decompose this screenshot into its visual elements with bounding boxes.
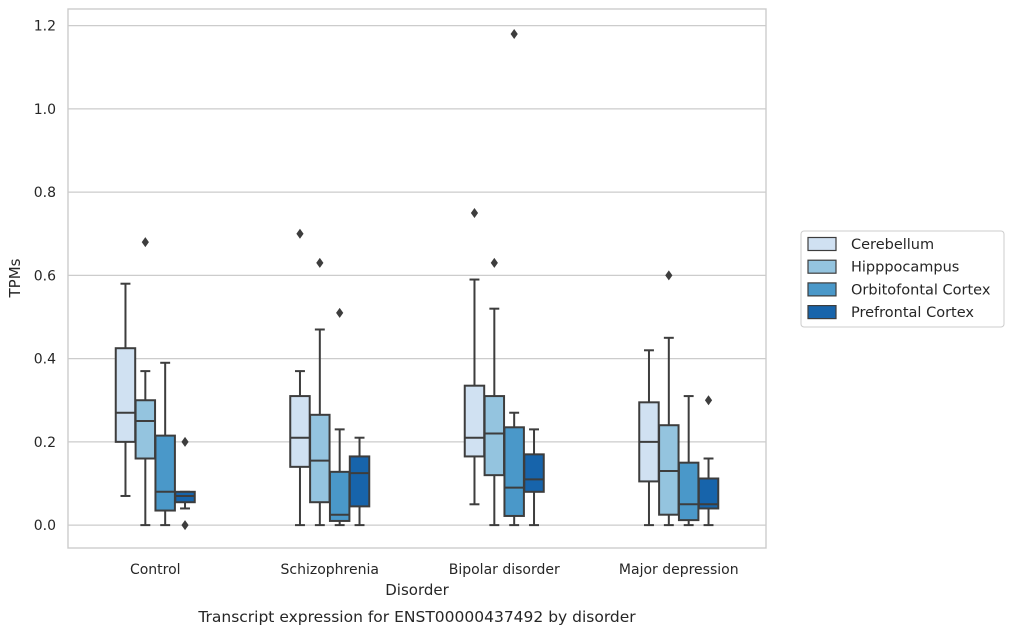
outlier-point bbox=[296, 228, 304, 239]
outlier-point bbox=[141, 237, 149, 248]
box-iqr bbox=[114, 347, 137, 443]
box-group bbox=[677, 395, 700, 527]
outlier-point bbox=[470, 207, 479, 218]
outlier-point bbox=[665, 270, 673, 281]
box-iqr bbox=[483, 395, 506, 477]
outlier-point bbox=[181, 436, 189, 447]
legend-label: Prefrontal Cortex bbox=[851, 305, 974, 321]
x-axis-tick-labels: Control Schizophrenia Bipolar disorder Majo… bbox=[130, 562, 739, 578]
x-tick-label: Schizophrenia bbox=[281, 562, 379, 578]
box-group bbox=[328, 307, 351, 527]
box-group bbox=[114, 282, 137, 497]
box-iqr bbox=[697, 477, 720, 510]
outlier-point bbox=[316, 257, 324, 268]
y-axis-label: TPMs bbox=[6, 258, 24, 298]
y-tick-label: 0.8 bbox=[34, 185, 56, 201]
box-group bbox=[154, 361, 176, 527]
box-group bbox=[289, 228, 311, 527]
x-tick-label: Control bbox=[130, 562, 181, 578]
legend-label: Cerebellum bbox=[851, 237, 934, 253]
x-axis-label: Disorder bbox=[385, 581, 449, 599]
y-tick-label: 0.0 bbox=[34, 518, 56, 534]
box-iqr bbox=[463, 384, 486, 458]
x-tick-label: Bipolar disorder bbox=[449, 562, 560, 578]
outlier-point bbox=[181, 520, 189, 531]
plot-area-frame bbox=[67, 8, 767, 549]
box-iqr bbox=[154, 434, 176, 512]
legend-label: Orbitofontal Cortex bbox=[851, 282, 991, 298]
box-iqr bbox=[658, 424, 680, 516]
box-group bbox=[523, 428, 545, 527]
y-tick-label: 0.6 bbox=[34, 268, 56, 284]
box-iqr bbox=[289, 395, 311, 468]
x-tick-label: Major depression bbox=[619, 562, 739, 578]
box-group bbox=[658, 270, 680, 527]
box-group bbox=[309, 257, 331, 527]
box-group bbox=[174, 436, 196, 531]
legend-swatch bbox=[807, 259, 837, 274]
legend-swatch bbox=[807, 236, 837, 252]
box-group bbox=[348, 436, 371, 527]
box-iqr bbox=[328, 470, 351, 522]
outlier-point bbox=[510, 28, 518, 39]
box-iqr bbox=[174, 490, 196, 504]
outlier-point bbox=[490, 257, 498, 268]
chart-caption: Transcript expression for ENST0000043749… bbox=[197, 608, 636, 626]
box-iqr bbox=[134, 399, 157, 460]
outlier-point bbox=[704, 395, 713, 406]
legend-swatch bbox=[807, 282, 837, 297]
box-group bbox=[638, 349, 660, 527]
box-group bbox=[134, 237, 157, 527]
outlier-point bbox=[336, 307, 344, 318]
y-tick-label: 1.0 bbox=[34, 102, 56, 118]
legend-frame bbox=[800, 230, 1005, 328]
box-group bbox=[503, 28, 525, 527]
y-axis-tick-labels: 0.0 0.2 0.4 0.6 0.8 1.0 1.2 bbox=[34, 19, 56, 534]
legend-entries: Cerebellum Hipppocampus Orbitofontal Corte… bbox=[807, 236, 991, 321]
box-iqr bbox=[348, 455, 371, 508]
box-iqr bbox=[523, 453, 545, 493]
legend-swatch bbox=[807, 305, 837, 320]
box-plot-series bbox=[114, 28, 720, 531]
box-iqr bbox=[309, 413, 331, 504]
box-group bbox=[463, 207, 486, 506]
legend-label: Hipppocampus bbox=[851, 260, 959, 276]
box-group bbox=[483, 257, 506, 527]
y-tick-label: 0.2 bbox=[34, 435, 56, 451]
box-iqr bbox=[503, 426, 525, 517]
box-group bbox=[697, 395, 720, 527]
box-iqr bbox=[677, 461, 700, 522]
y-tick-label: 1.2 bbox=[34, 19, 56, 35]
y-tick-label: 0.4 bbox=[34, 352, 56, 368]
legend: Cerebellum Hipppocampus Orbitofontal Corte… bbox=[800, 230, 1005, 328]
